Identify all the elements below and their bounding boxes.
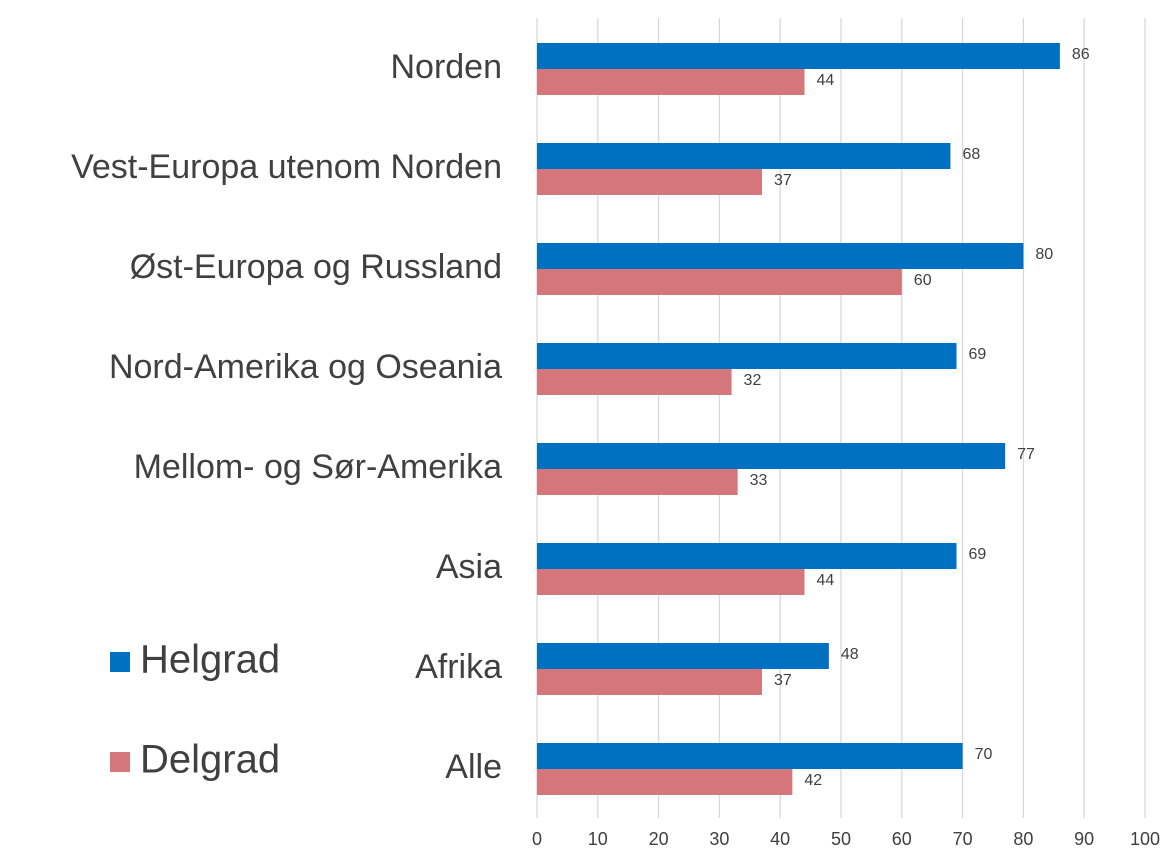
legend-label: Helgrad (140, 638, 280, 682)
data-label: 37 (774, 172, 792, 189)
bar (537, 269, 902, 295)
bar (537, 243, 1024, 269)
data-label: 32 (744, 372, 762, 389)
legend-swatch (110, 752, 130, 772)
data-label: 77 (1017, 446, 1035, 463)
bar (537, 143, 951, 169)
bar (537, 569, 805, 595)
category-label: Norden (390, 48, 502, 86)
data-label: 69 (969, 546, 987, 563)
x-tick-label: 90 (1074, 829, 1094, 849)
x-tick-label: 50 (831, 829, 851, 849)
data-label: 68 (962, 146, 980, 163)
x-tick-label: 70 (953, 829, 973, 849)
data-label: 86 (1072, 46, 1090, 63)
category-label: Afrika (415, 648, 502, 686)
data-label: 44 (817, 572, 835, 589)
x-tick-label: 0 (532, 829, 542, 849)
bar (537, 369, 732, 395)
data-label: 69 (969, 346, 987, 363)
bar (537, 469, 738, 495)
x-tick-label: 60 (892, 829, 912, 849)
x-tick-label: 10 (588, 829, 608, 849)
bar (537, 69, 805, 95)
bar (537, 43, 1060, 69)
data-label: 80 (1035, 246, 1053, 263)
x-tick-label: 100 (1130, 829, 1160, 849)
bar (537, 669, 762, 695)
data-label: 44 (817, 72, 835, 89)
category-label: Asia (436, 548, 502, 586)
category-label: Vest-Europa utenom Norden (71, 148, 502, 186)
bar (537, 543, 957, 569)
category-label: Øst-Europa og Russland (130, 248, 502, 286)
x-tick-label: 30 (709, 829, 729, 849)
category-label: Mellom- og Sør-Amerika (134, 448, 502, 486)
x-tick-label: 40 (770, 829, 790, 849)
x-tick-label: 20 (649, 829, 669, 849)
data-label: 70 (975, 746, 993, 763)
bar (537, 743, 963, 769)
data-label: 42 (804, 772, 822, 789)
bar (537, 343, 957, 369)
legend-label: Delgrad (140, 738, 280, 782)
bar (537, 643, 829, 669)
bar (537, 769, 793, 795)
category-label: Alle (445, 748, 502, 786)
bar (537, 169, 762, 195)
legend-swatch (110, 652, 130, 672)
category-label: Nord-Amerika og Oseania (109, 348, 502, 386)
data-label: 33 (750, 472, 768, 489)
x-tick-label: 80 (1013, 829, 1033, 849)
data-label: 37 (774, 672, 792, 689)
bar (537, 443, 1006, 469)
data-label: 48 (841, 646, 859, 663)
data-label: 60 (914, 272, 932, 289)
